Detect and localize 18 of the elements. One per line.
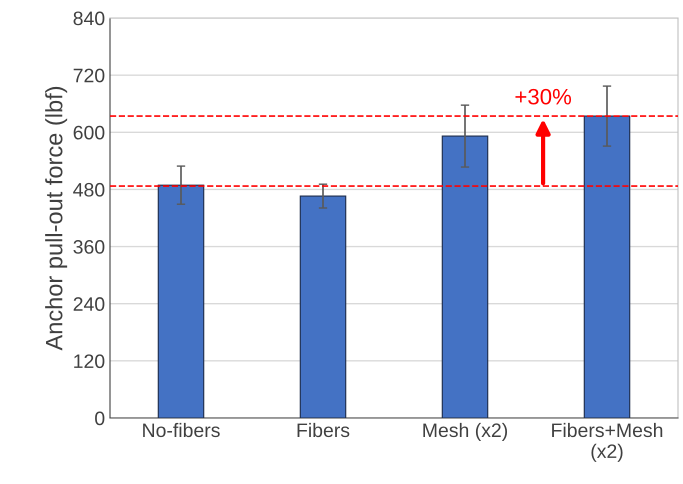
y-tick-label: 240 xyxy=(74,297,104,311)
x-tick-label: Fibers+Mesh (x2) xyxy=(552,422,662,462)
y-tick-label: 0 xyxy=(95,411,104,426)
bar xyxy=(442,136,488,418)
bar xyxy=(584,116,630,418)
y-tick-label: 480 xyxy=(73,182,104,197)
y-tick-label: 120 xyxy=(74,354,104,368)
y-tick-label: 840 xyxy=(74,11,104,26)
y-tick-label: 360 xyxy=(73,240,104,254)
x-tick-label: Fibers xyxy=(298,422,350,438)
x-tick-label: No-fibers xyxy=(143,422,220,438)
y-axis-title: Anchor pull-out force (lbf) xyxy=(45,86,68,350)
y-tick-label: 720 xyxy=(74,68,104,82)
y-tick-label: 600 xyxy=(74,126,104,140)
x-tick-label: Mesh (x2) xyxy=(423,422,508,441)
bar xyxy=(300,196,346,418)
annotation: +30% xyxy=(515,88,572,105)
bar xyxy=(158,184,204,418)
